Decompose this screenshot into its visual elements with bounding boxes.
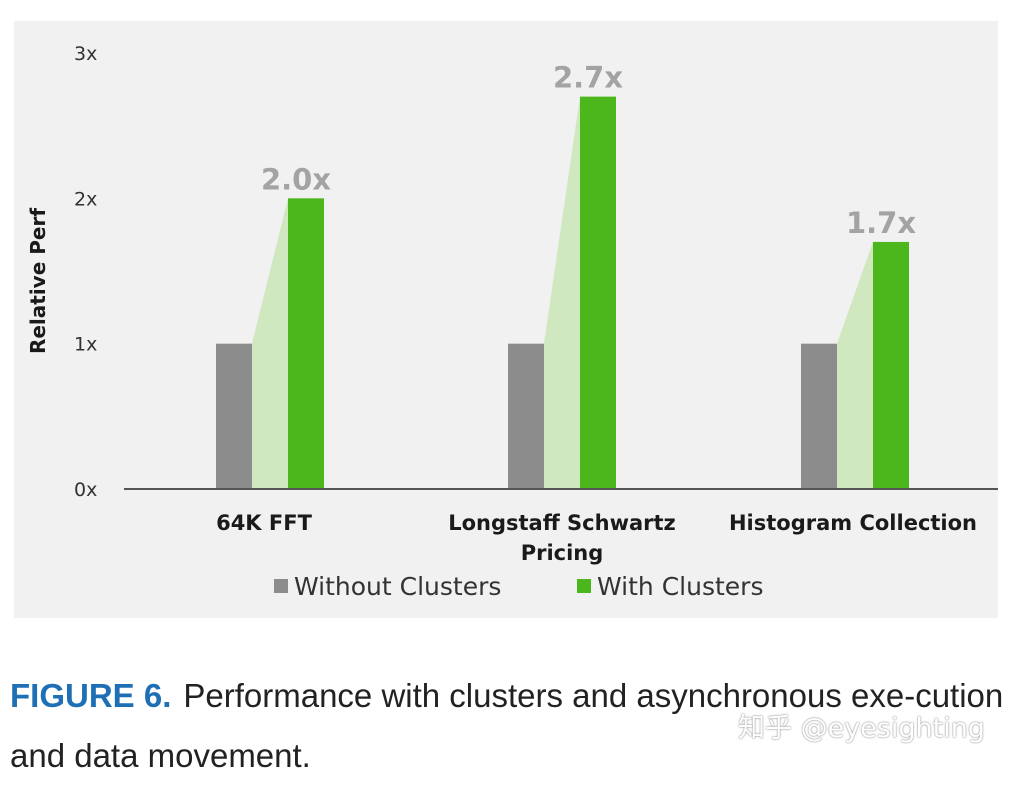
bar-without-clusters bbox=[216, 343, 252, 489]
legend-swatch bbox=[274, 579, 288, 593]
legend-label: With Clusters bbox=[597, 572, 763, 601]
figure-caption: FIGURE 6. Performance with clusters and a… bbox=[10, 666, 1010, 786]
watermark: 知乎 @eyesighting bbox=[738, 713, 985, 744]
connector-shade bbox=[544, 96, 580, 489]
data-label: 1.7x bbox=[846, 206, 916, 240]
y-tick-label: 1x bbox=[74, 334, 97, 356]
category-label: 64K FFT bbox=[216, 511, 312, 535]
bar-with-clusters bbox=[288, 198, 324, 490]
y-tick-label: 2x bbox=[74, 188, 97, 210]
data-label: 2.0x bbox=[261, 162, 331, 196]
bar-without-clusters bbox=[508, 343, 544, 489]
category-label: Longstaff Schwartz bbox=[448, 511, 676, 535]
y-tick-label: 0x bbox=[74, 479, 97, 501]
bar-without-clusters bbox=[801, 343, 837, 489]
chart-panel: 0x 1x 2x 3x Relative Perf 2.0x 64K FFT 2.7x Long… bbox=[14, 21, 998, 618]
caption-text: Performance with clusters and asynchrono… bbox=[10, 677, 1004, 774]
category-label: Histogram Collection bbox=[729, 511, 977, 535]
legend-label: Without Clusters bbox=[294, 572, 501, 601]
connector-shade bbox=[252, 198, 288, 490]
legend-swatch bbox=[577, 579, 591, 593]
y-axis-title: Relative Perf bbox=[26, 208, 50, 354]
bar-with-clusters bbox=[580, 96, 616, 489]
bar-chart: 0x 1x 2x 3x Relative Perf 2.0x 64K FFT 2.7x Long… bbox=[26, 43, 998, 601]
connector-shade bbox=[837, 241, 873, 489]
figure-label: FIGURE 6. bbox=[10, 677, 172, 714]
bar-with-clusters bbox=[873, 241, 909, 489]
y-tick-label: 3x bbox=[74, 43, 97, 65]
data-label: 2.7x bbox=[553, 61, 623, 95]
category-label: Pricing bbox=[521, 541, 604, 565]
